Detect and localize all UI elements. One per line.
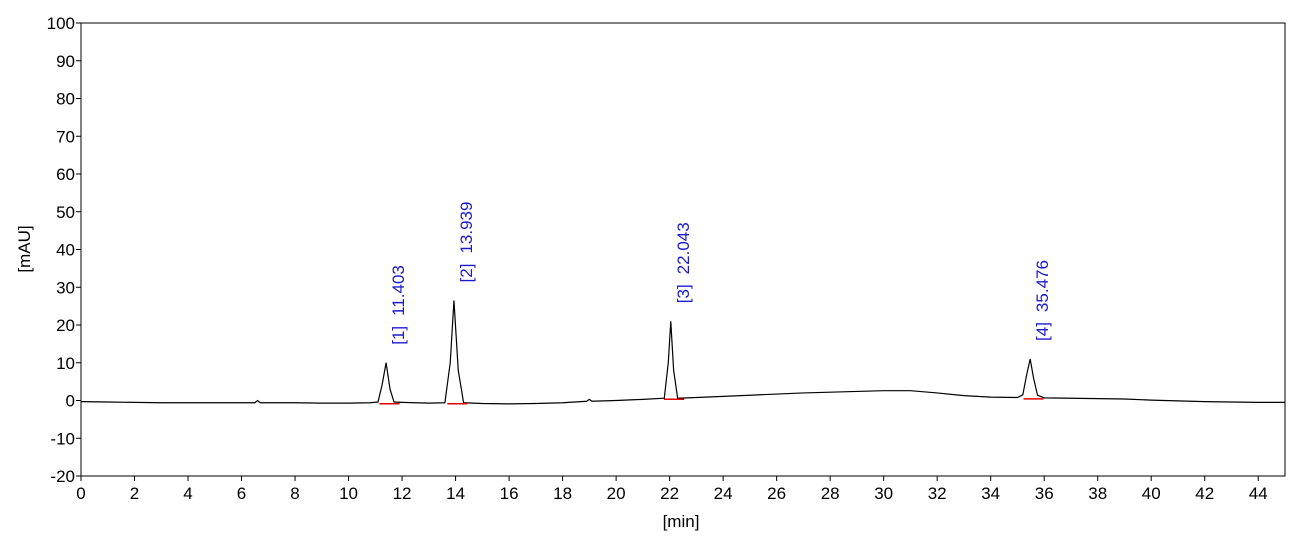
y-tick-label: -10 xyxy=(50,429,75,448)
y-tick-label: 100 xyxy=(47,14,75,33)
x-tick-label: 42 xyxy=(1195,484,1214,503)
peak-id: [3] xyxy=(674,284,693,303)
x-tick-label: 14 xyxy=(446,484,465,503)
x-tick-label: 38 xyxy=(1088,484,1107,503)
peak-retention-time: 11.403 xyxy=(389,265,408,316)
y-axis-label: [mAU] xyxy=(15,225,34,272)
chromatogram-line xyxy=(80,300,1285,405)
y-tick-label: 0 xyxy=(66,392,75,411)
x-tick-label: 36 xyxy=(1035,484,1054,503)
y-tick-label: 80 xyxy=(56,90,75,109)
x-axis-label: [min] xyxy=(663,512,700,531)
x-tick-label: 20 xyxy=(607,484,626,503)
x-tick-label: 6 xyxy=(237,484,246,503)
x-tick-label: 18 xyxy=(553,484,572,503)
x-tick-label: 30 xyxy=(874,484,893,503)
x-tick-label: 22 xyxy=(660,484,679,503)
y-tick-label: 30 xyxy=(56,278,75,297)
x-tick-label: 26 xyxy=(767,484,786,503)
peak-retention-time: 13.939 xyxy=(457,202,476,254)
y-tick-label: 90 xyxy=(56,52,75,71)
peak-id: [2] xyxy=(457,264,476,283)
x-tick-label: 28 xyxy=(821,484,840,503)
peak-id: [4] xyxy=(1033,322,1052,341)
x-tick-label: 4 xyxy=(183,484,192,503)
peak-label: [2] 13.939 xyxy=(457,202,476,283)
x-tick-label: 8 xyxy=(290,484,299,503)
y-tick-label: 70 xyxy=(56,127,75,146)
x-tick-label: 32 xyxy=(928,484,947,503)
x-tick-label: 0 xyxy=(76,484,85,503)
peak-retention-time: 22.043 xyxy=(674,222,693,274)
x-tick-label: 40 xyxy=(1142,484,1161,503)
y-tick-label: 20 xyxy=(56,316,75,335)
x-tick-label: 16 xyxy=(500,484,519,503)
x-tick-label: 34 xyxy=(981,484,1000,503)
peak-label: [1] 11.403 xyxy=(389,265,408,345)
y-tick-label: 40 xyxy=(56,241,75,260)
y-tick-label: 50 xyxy=(56,203,75,222)
peak-retention-time: 35.476 xyxy=(1033,260,1052,312)
peak-label: [3] 22.043 xyxy=(674,222,693,303)
peak-label: [4] 35.476 xyxy=(1033,260,1052,341)
y-tick-label: 10 xyxy=(56,354,75,373)
x-tick-label: 12 xyxy=(393,484,412,503)
x-tick-label: 24 xyxy=(714,484,733,503)
y-tick-label: -20 xyxy=(50,467,75,486)
x-tick-label: 10 xyxy=(339,484,358,503)
peak-id: [1] xyxy=(389,326,408,345)
x-tick-label: 44 xyxy=(1249,484,1268,503)
x-tick-label: 2 xyxy=(130,484,139,503)
y-tick-label: 60 xyxy=(56,165,75,184)
